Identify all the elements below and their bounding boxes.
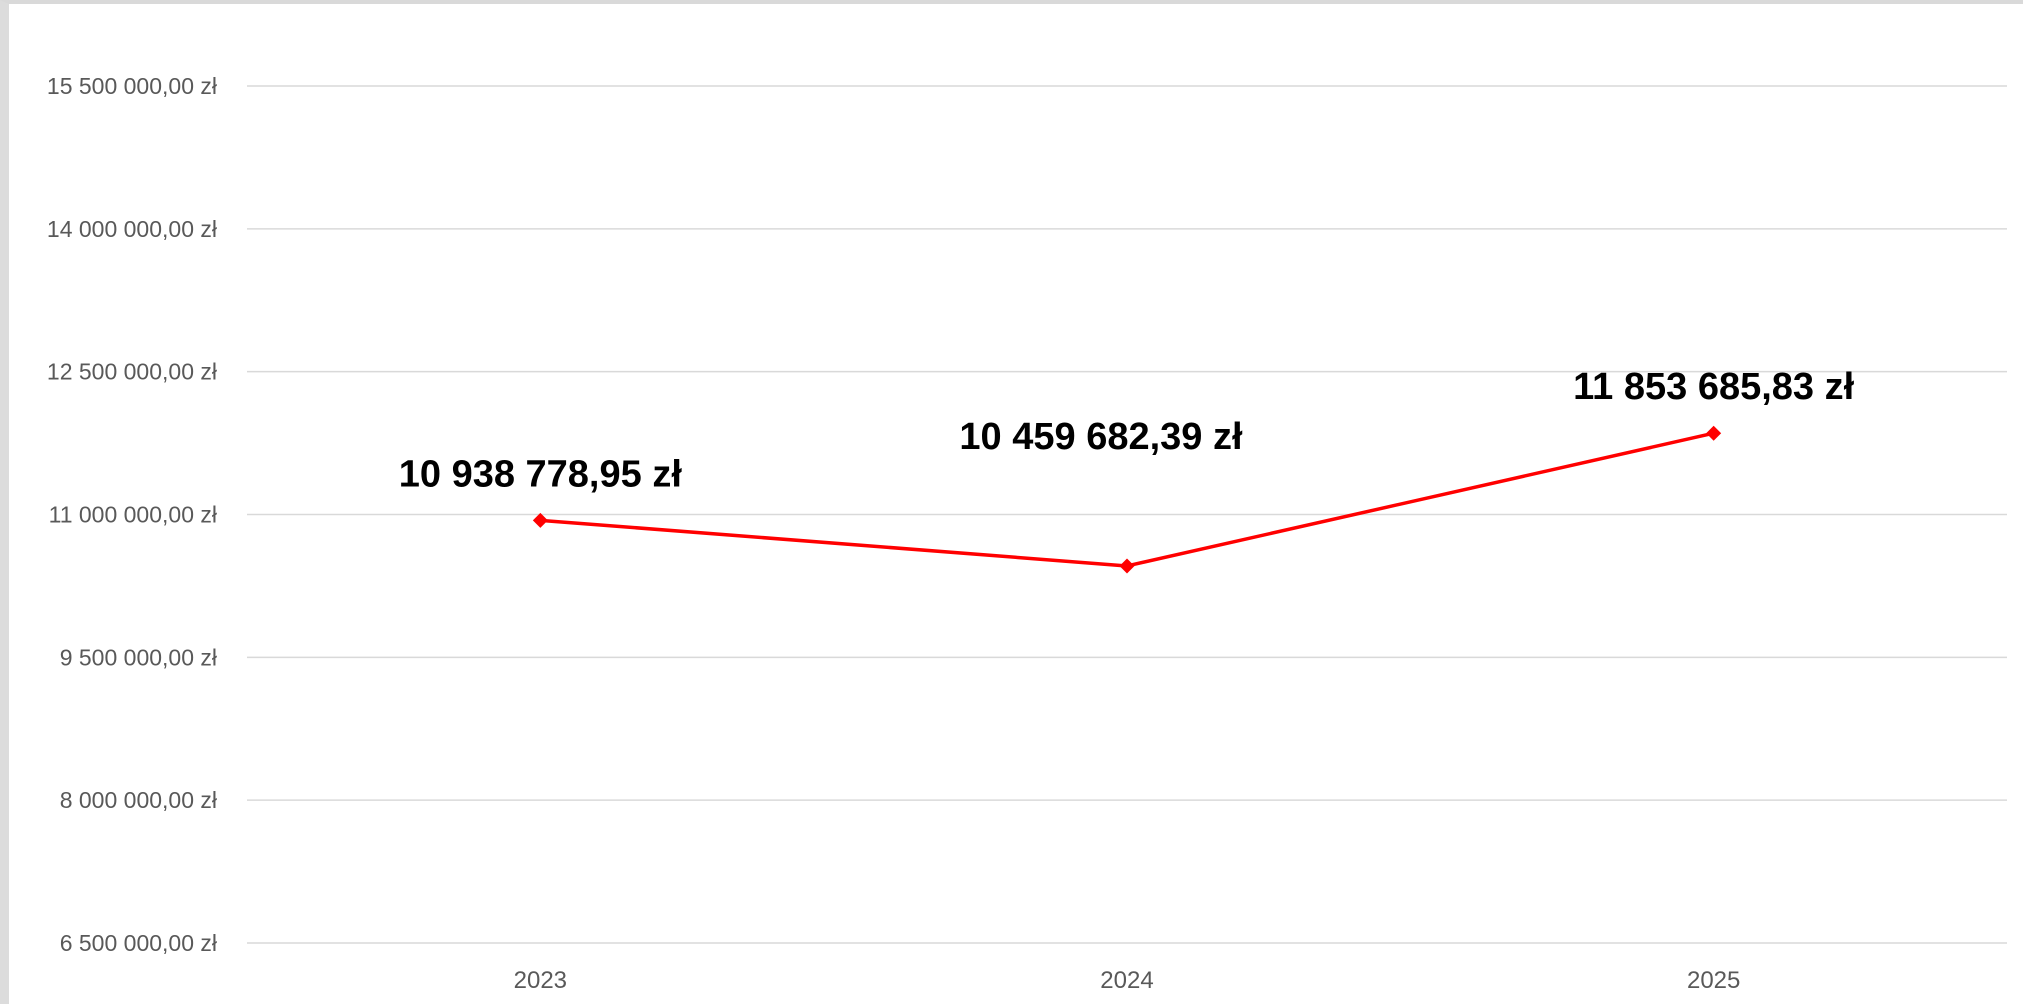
data-point-marker: [1119, 558, 1135, 574]
y-tick-label: 6 500 000,00 zł: [60, 930, 217, 956]
x-tick-label: 2025: [1687, 967, 1740, 994]
y-tick-label: 8 000 000,00 zł: [60, 787, 217, 813]
y-tick-label: 11 000 000,00 zł: [49, 502, 217, 528]
x-tick-label: 2023: [514, 967, 567, 994]
gridlines: [247, 85, 2007, 944]
y-tick-label: 14 000 000,00 zł: [47, 216, 217, 242]
series-layer: [532, 425, 1722, 574]
y-tick-label: 12 500 000,00 zł: [47, 359, 217, 385]
data-label: 10 938 778,95 zł: [399, 453, 683, 495]
data-labels: 10 938 778,95 zł 10 459 682,39 zł 11 853 6…: [399, 366, 1855, 495]
line-chart: 6 500 000,00 zł 8 000 000,00 zł 9 500 000,…: [47, 73, 2007, 994]
y-tick-label: 9 500 000,00 zł: [60, 644, 217, 670]
x-tick-label: 2024: [1100, 967, 1153, 994]
data-point-marker: [1706, 425, 1722, 441]
y-tick-label: 15 500 000,00 zł: [47, 73, 217, 99]
data-point-marker: [532, 512, 548, 528]
y-axis-tick-labels: 6 500 000,00 zł 8 000 000,00 zł 9 500 000,…: [47, 73, 217, 956]
x-axis-tick-labels: 2023 2024 2025: [514, 967, 1741, 994]
data-label: 10 459 682,39 zł: [959, 416, 1243, 458]
data-label: 11 853 685,83 zł: [1573, 366, 1854, 408]
